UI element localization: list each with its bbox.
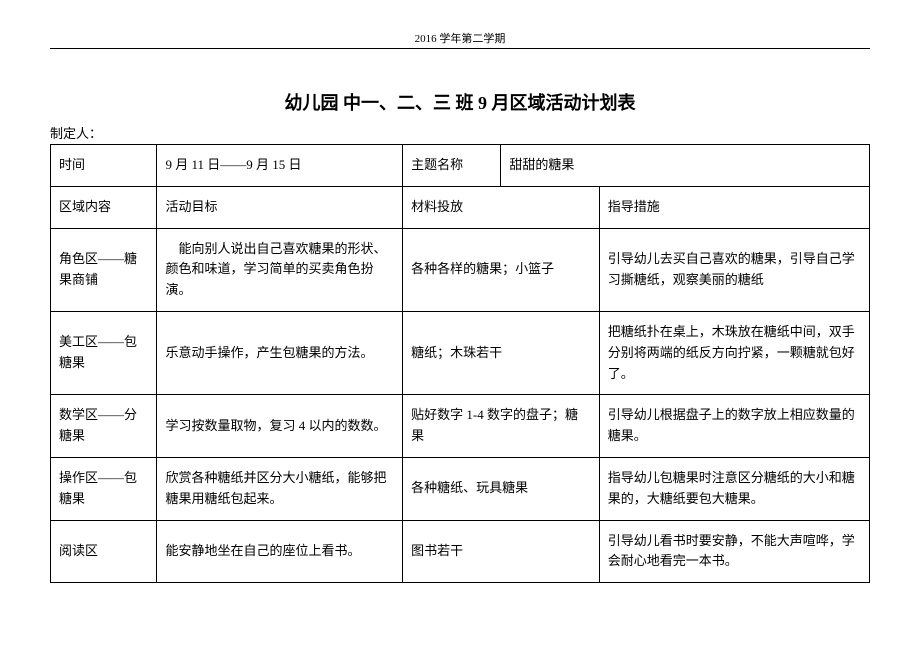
page-header: 2016 学年第二学期 [50,30,870,49]
col-header-materials: 材料投放 [403,186,600,228]
topic-label: 主题名称 [403,145,501,187]
time-label: 时间 [51,145,157,187]
cell-materials: 贴好数字 1-4 数字的盘子；糖果 [403,395,600,458]
author-label: 制定人： [50,123,870,142]
cell-guidance: 引导幼儿看书时要安静，不能大声喧哗，学会耐心地看完一本书。 [599,520,869,583]
table-row: 数学区——分糖果 学习按数量取物，复习 4 以内的数数。 贴好数字 1-4 数字… [51,395,870,458]
cell-materials: 各种各样的糖果；小篮子 [403,228,600,311]
cell-guidance: 引导幼儿根据盘子上的数字放上相应数量的糖果。 [599,395,869,458]
cell-materials: 图书若干 [403,520,600,583]
activity-plan-table: 时间 9 月 11 日——9 月 15 日 主题名称 甜甜的糖果 区域内容 活动… [50,144,870,583]
cell-area: 数学区——分糖果 [51,395,157,458]
topic-value: 甜甜的糖果 [501,145,870,187]
table-row: 美工区——包糖果 乐意动手操作，产生包糖果的方法。 糖纸；木珠若干 把糖纸扑在桌… [51,311,870,394]
document-title: 幼儿园 中一、二、三 班 9 月区域活动计划表 [50,89,870,115]
cell-goal: 乐意动手操作，产生包糖果的方法。 [157,311,403,394]
col-header-area: 区域内容 [51,186,157,228]
table-row: 操作区——包糖果 欣赏各种糖纸并区分大小糖纸，能够把糖果用糖纸包起来。 各种糖纸… [51,457,870,520]
time-value: 9 月 11 日——9 月 15 日 [157,145,403,187]
cell-area: 阅读区 [51,520,157,583]
cell-goal: 欣赏各种糖纸并区分大小糖纸，能够把糖果用糖纸包起来。 [157,457,403,520]
cell-materials: 糖纸；木珠若干 [403,311,600,394]
meta-row: 时间 9 月 11 日——9 月 15 日 主题名称 甜甜的糖果 [51,145,870,187]
cell-area: 操作区——包糖果 [51,457,157,520]
col-header-goal: 活动目标 [157,186,403,228]
cell-area: 角色区——糖果商铺 [51,228,157,311]
col-header-guidance: 指导措施 [599,186,869,228]
cell-guidance: 引导幼儿去买自己喜欢的糖果，引导自己学习撕糖纸，观察美丽的糖纸 [599,228,869,311]
cell-materials: 各种糖纸、玩具糖果 [403,457,600,520]
cell-guidance: 把糖纸扑在桌上，木珠放在糖纸中间，双手分别将两端的纸反方向拧紧，一颗糖就包好了。 [599,311,869,394]
table-row: 角色区——糖果商铺 能向别人说出自己喜欢糖果的形状、颜色和味道，学习简单的买卖角… [51,228,870,311]
cell-goal: 能向别人说出自己喜欢糖果的形状、颜色和味道，学习简单的买卖角色扮演。 [157,228,403,311]
cell-goal: 学习按数量取物，复习 4 以内的数数。 [157,395,403,458]
table-row: 阅读区 能安静地坐在自己的座位上看书。 图书若干 引导幼儿看书时要安静，不能大声… [51,520,870,583]
cell-goal: 能安静地坐在自己的座位上看书。 [157,520,403,583]
cell-guidance: 指导幼儿包糖果时注意区分糖纸的大小和糖果的，大糖纸要包大糖果。 [599,457,869,520]
header-row: 区域内容 活动目标 材料投放 指导措施 [51,186,870,228]
cell-area: 美工区——包糖果 [51,311,157,394]
